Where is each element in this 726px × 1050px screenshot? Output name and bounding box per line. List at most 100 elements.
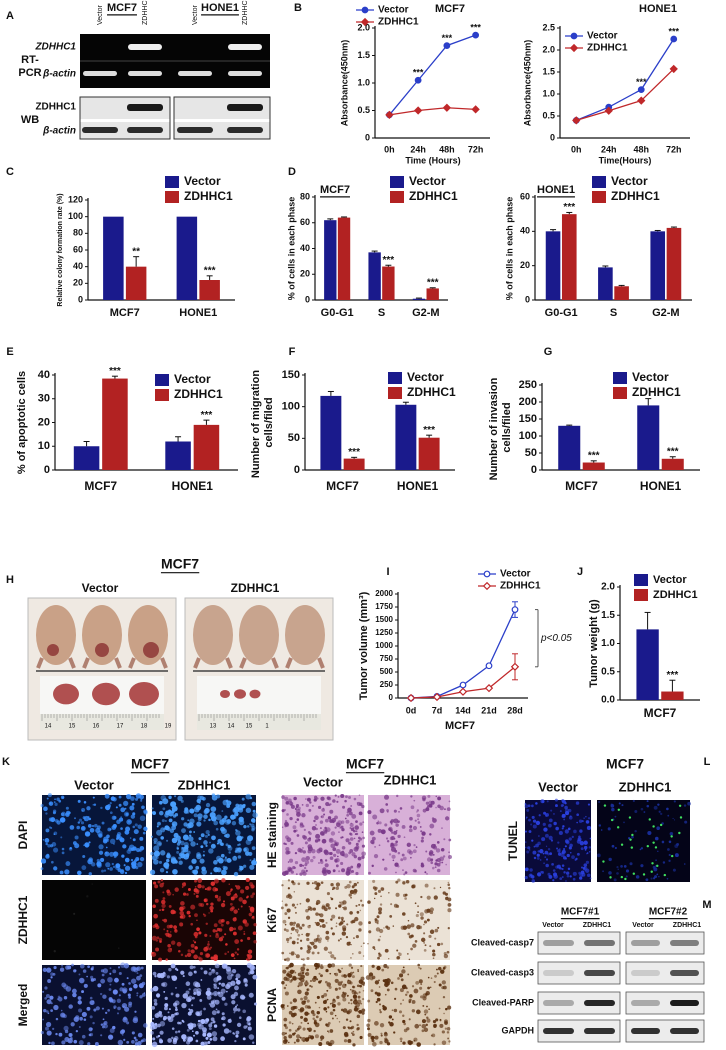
texture xyxy=(78,1040,84,1046)
texture xyxy=(319,918,323,922)
texture xyxy=(181,886,184,888)
texture xyxy=(386,809,389,812)
texture xyxy=(110,1035,113,1038)
texture xyxy=(210,909,214,913)
texture xyxy=(117,966,121,969)
texture xyxy=(224,1002,228,1006)
texture xyxy=(384,1031,388,1035)
texture xyxy=(76,825,80,830)
texture xyxy=(537,850,540,853)
texture xyxy=(107,827,112,832)
texture xyxy=(177,1021,180,1025)
texture xyxy=(290,932,292,935)
texture xyxy=(186,1036,192,1042)
texture xyxy=(163,1015,168,1020)
texture xyxy=(433,887,436,890)
texture xyxy=(194,885,197,888)
texture xyxy=(322,829,326,832)
texture xyxy=(159,810,164,816)
texture xyxy=(414,940,418,943)
texture xyxy=(198,837,202,841)
texture xyxy=(157,821,161,826)
label: MCF7 xyxy=(161,556,199,572)
texture xyxy=(356,1027,360,1030)
texture xyxy=(300,1015,304,1019)
texture xyxy=(558,830,563,836)
texture xyxy=(234,1040,237,1043)
texture xyxy=(251,801,257,807)
texture xyxy=(118,972,122,976)
texture xyxy=(161,908,165,911)
texture xyxy=(64,869,70,875)
texture xyxy=(308,933,311,935)
texture xyxy=(288,1041,290,1044)
texture xyxy=(407,932,411,936)
texture xyxy=(353,1007,359,1012)
texture xyxy=(635,875,640,879)
texture xyxy=(178,856,182,860)
texture xyxy=(331,932,335,936)
legend-label: Vector xyxy=(174,372,211,386)
texture xyxy=(166,930,169,933)
texture xyxy=(349,837,354,841)
texture xyxy=(412,943,417,948)
texture xyxy=(329,1011,334,1016)
texture xyxy=(446,950,450,954)
texture xyxy=(162,919,164,921)
texture xyxy=(199,952,204,956)
texture xyxy=(286,966,289,970)
texture xyxy=(344,799,347,803)
texture xyxy=(160,850,166,856)
texture xyxy=(285,847,290,852)
texture xyxy=(208,972,212,976)
texture xyxy=(193,1034,195,1037)
texture xyxy=(165,871,169,874)
texture xyxy=(230,814,236,820)
texture xyxy=(233,871,239,877)
texture xyxy=(167,943,171,948)
band xyxy=(670,940,699,946)
texture xyxy=(282,969,287,974)
series-line xyxy=(576,68,675,122)
x-tick-label: MCF7 xyxy=(644,706,677,720)
lane-label: Vector xyxy=(542,922,564,929)
texture xyxy=(679,816,683,819)
texture xyxy=(336,1017,338,1020)
tumor xyxy=(249,689,261,699)
texture xyxy=(117,1039,124,1046)
texture xyxy=(342,997,347,1002)
y-tick-label: 150 xyxy=(282,369,300,381)
texture xyxy=(79,963,85,969)
texture xyxy=(55,1032,58,1036)
texture xyxy=(172,893,174,896)
texture xyxy=(380,1032,383,1035)
texture xyxy=(283,928,287,931)
texture xyxy=(195,865,200,870)
texture xyxy=(190,922,194,926)
texture xyxy=(295,803,300,808)
texture xyxy=(221,982,226,987)
texture xyxy=(74,843,80,849)
texture xyxy=(89,828,95,833)
texture xyxy=(121,854,125,858)
texture xyxy=(196,991,202,996)
texture xyxy=(532,819,537,823)
texture xyxy=(421,836,424,840)
texture xyxy=(95,1006,100,1011)
texture xyxy=(394,987,398,991)
texture xyxy=(193,941,197,944)
texture xyxy=(652,865,656,869)
texture xyxy=(104,793,110,799)
texture xyxy=(358,928,362,932)
texture xyxy=(585,815,587,818)
texture xyxy=(422,808,427,813)
texture xyxy=(101,973,105,977)
texture xyxy=(168,904,172,908)
bar xyxy=(545,231,561,300)
texture xyxy=(205,802,211,808)
texture xyxy=(132,846,137,851)
texture xyxy=(555,826,559,831)
texture xyxy=(301,1000,306,1005)
texture xyxy=(139,836,144,841)
texture xyxy=(168,818,173,823)
